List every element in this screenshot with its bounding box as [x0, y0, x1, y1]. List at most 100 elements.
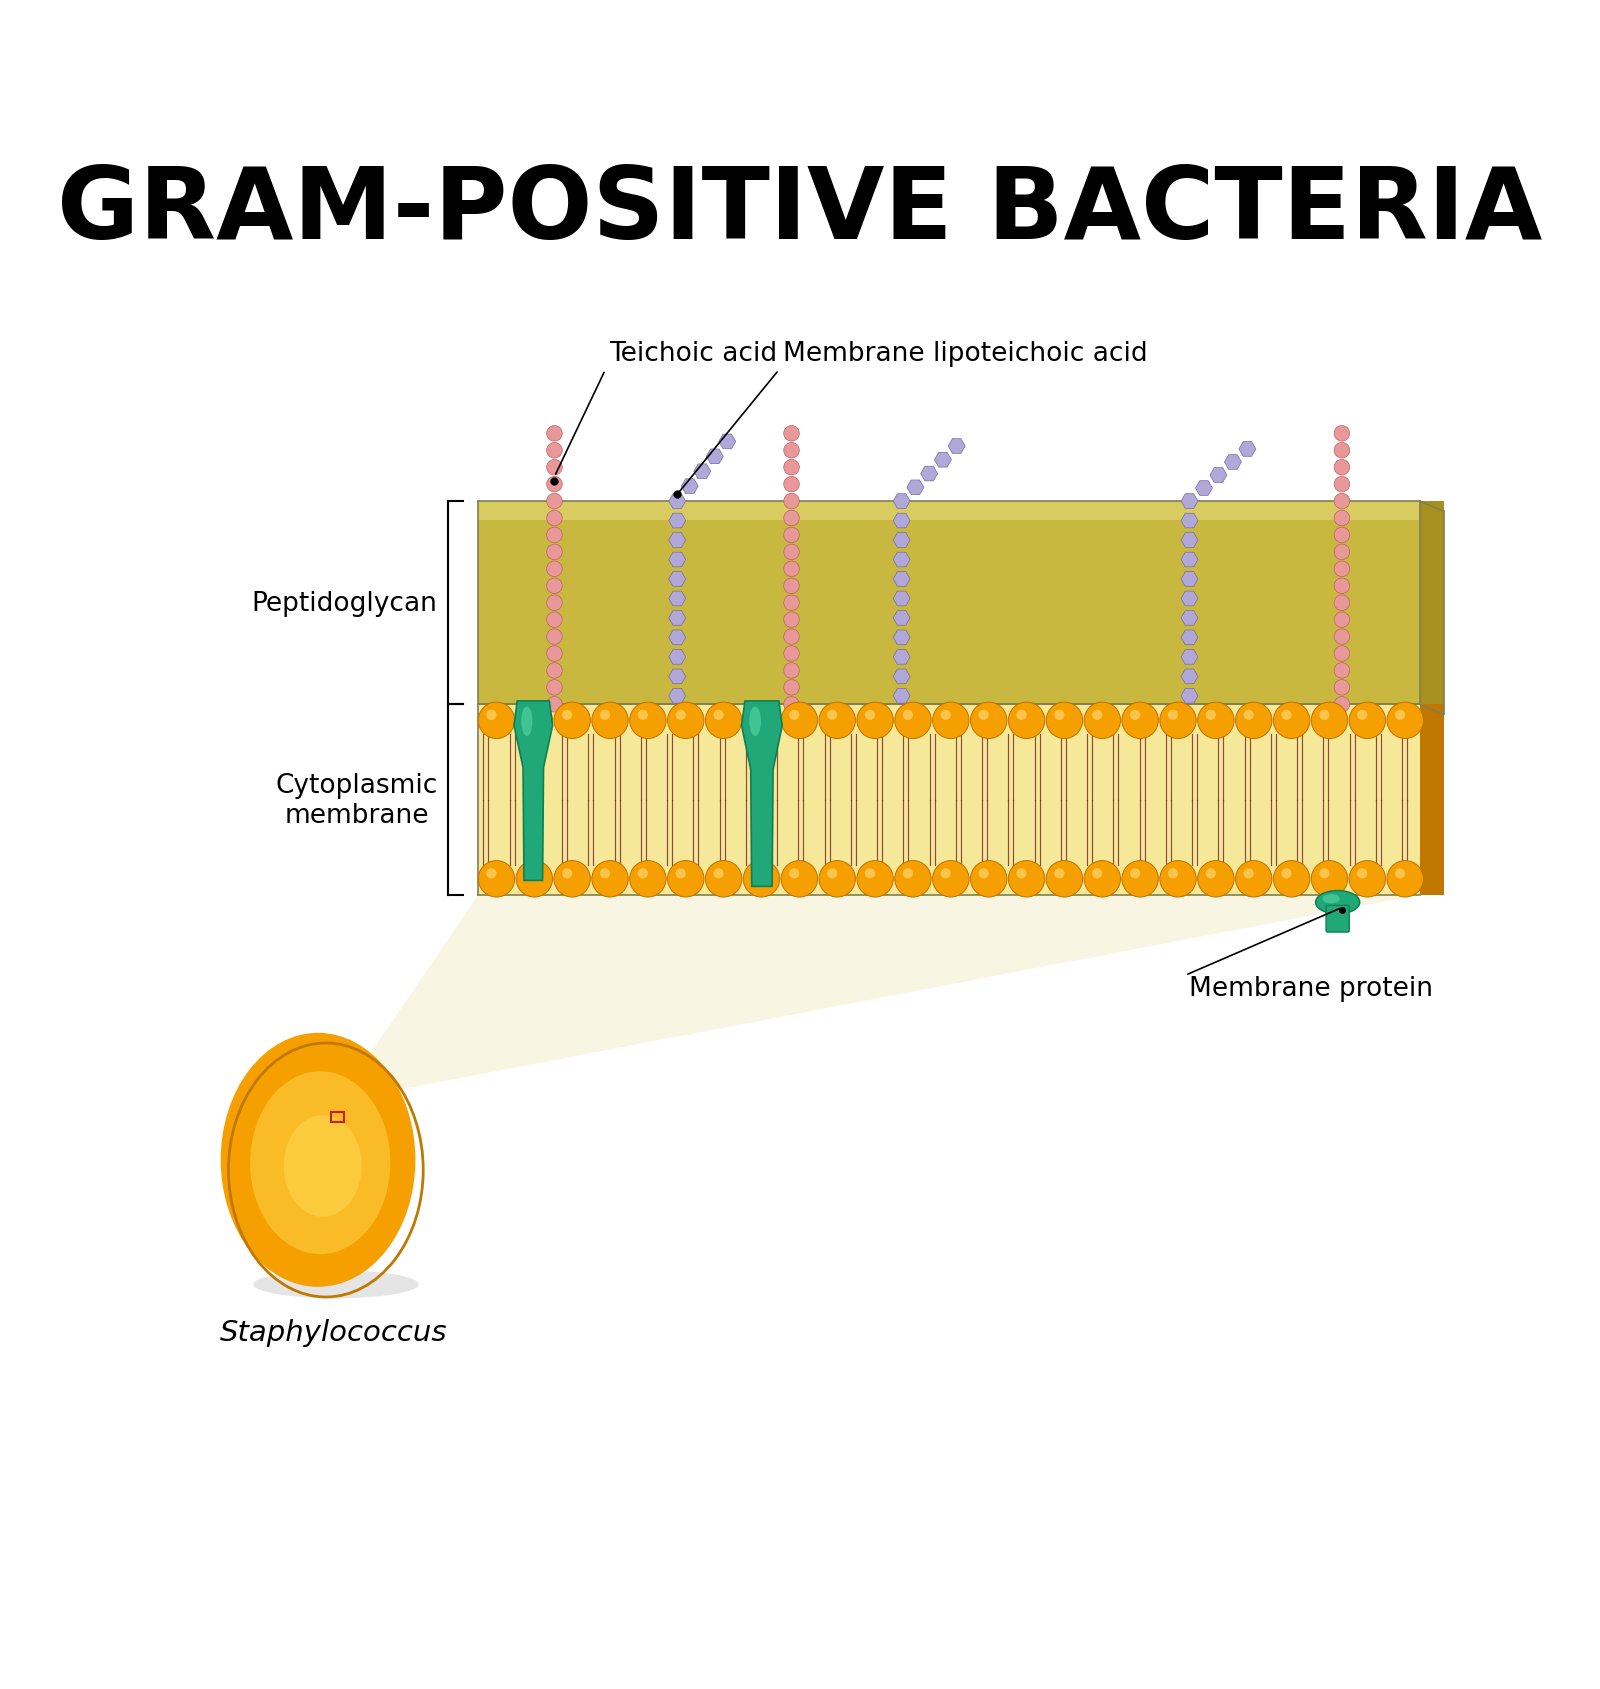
Circle shape	[478, 703, 515, 740]
Circle shape	[1130, 711, 1141, 721]
Circle shape	[1160, 861, 1197, 897]
Circle shape	[781, 861, 818, 897]
Circle shape	[547, 698, 562, 713]
Circle shape	[547, 493, 562, 510]
Circle shape	[1334, 426, 1350, 443]
Circle shape	[1093, 711, 1102, 721]
Circle shape	[827, 711, 837, 721]
Circle shape	[784, 493, 800, 510]
Circle shape	[1282, 868, 1291, 878]
Circle shape	[1334, 459, 1350, 476]
Circle shape	[1334, 546, 1350, 561]
Circle shape	[752, 868, 762, 878]
Bar	[478, 502, 1419, 520]
Text: Membrane lipoteichoic acid: Membrane lipoteichoic acid	[782, 341, 1147, 367]
Ellipse shape	[1315, 892, 1360, 914]
Circle shape	[1046, 861, 1083, 897]
Circle shape	[1282, 711, 1291, 721]
Circle shape	[517, 703, 552, 740]
Circle shape	[1334, 443, 1350, 459]
Circle shape	[1016, 868, 1027, 878]
Circle shape	[547, 529, 562, 544]
Circle shape	[547, 647, 562, 662]
Circle shape	[630, 861, 666, 897]
Circle shape	[525, 711, 534, 721]
Circle shape	[1349, 703, 1386, 740]
Circle shape	[600, 868, 610, 878]
Circle shape	[547, 630, 562, 645]
Circle shape	[1387, 861, 1424, 897]
Circle shape	[752, 711, 762, 721]
Ellipse shape	[283, 1115, 362, 1218]
Circle shape	[547, 596, 562, 611]
Circle shape	[1334, 630, 1350, 645]
Circle shape	[478, 861, 515, 897]
Circle shape	[486, 711, 496, 721]
Circle shape	[784, 510, 800, 527]
Circle shape	[784, 613, 800, 628]
Circle shape	[971, 861, 1006, 897]
Circle shape	[1334, 596, 1350, 611]
Circle shape	[1395, 868, 1405, 878]
Circle shape	[894, 703, 931, 740]
Circle shape	[1357, 868, 1368, 878]
Circle shape	[1334, 698, 1350, 713]
Circle shape	[1008, 861, 1045, 897]
Circle shape	[1395, 711, 1405, 721]
Circle shape	[744, 861, 779, 897]
Circle shape	[592, 703, 629, 740]
Circle shape	[744, 703, 779, 740]
Circle shape	[562, 868, 573, 878]
Circle shape	[784, 562, 800, 578]
Circle shape	[979, 868, 989, 878]
Bar	[1419, 502, 1443, 704]
Circle shape	[784, 529, 800, 544]
Circle shape	[1349, 861, 1386, 897]
Circle shape	[1198, 861, 1234, 897]
Circle shape	[1206, 868, 1216, 878]
Text: GRAM-POSITIVE BACTERIA: GRAM-POSITIVE BACTERIA	[58, 164, 1542, 260]
Circle shape	[784, 647, 800, 662]
Circle shape	[819, 703, 856, 740]
Circle shape	[486, 868, 496, 878]
Circle shape	[1274, 861, 1310, 897]
Circle shape	[784, 459, 800, 476]
Bar	[1419, 704, 1443, 895]
Circle shape	[1130, 868, 1141, 878]
Circle shape	[971, 703, 1006, 740]
Circle shape	[1320, 711, 1330, 721]
Circle shape	[1085, 703, 1120, 740]
Circle shape	[894, 861, 931, 897]
Circle shape	[1334, 647, 1350, 662]
Ellipse shape	[253, 1270, 419, 1299]
Circle shape	[784, 630, 800, 645]
Circle shape	[554, 703, 590, 740]
Circle shape	[1274, 703, 1310, 740]
Circle shape	[1334, 529, 1350, 544]
Circle shape	[547, 459, 562, 476]
Circle shape	[827, 868, 837, 878]
Circle shape	[1357, 711, 1368, 721]
Circle shape	[941, 868, 950, 878]
Circle shape	[1054, 711, 1064, 721]
Circle shape	[1334, 613, 1350, 628]
Circle shape	[547, 681, 562, 696]
Bar	[331, 1113, 344, 1121]
Circle shape	[789, 868, 800, 878]
Circle shape	[979, 711, 989, 721]
Circle shape	[866, 711, 875, 721]
Circle shape	[1008, 703, 1045, 740]
Ellipse shape	[221, 1034, 416, 1287]
Polygon shape	[741, 701, 782, 887]
Circle shape	[1160, 703, 1197, 740]
Bar	[478, 704, 1419, 895]
Circle shape	[933, 861, 970, 897]
Circle shape	[517, 861, 552, 897]
Text: Peptidoglycan: Peptidoglycan	[251, 591, 438, 616]
Ellipse shape	[749, 708, 762, 736]
Text: Membrane protein: Membrane protein	[1189, 976, 1434, 1002]
Circle shape	[1198, 703, 1234, 740]
Circle shape	[675, 711, 686, 721]
Circle shape	[1334, 476, 1350, 493]
Circle shape	[1093, 868, 1102, 878]
